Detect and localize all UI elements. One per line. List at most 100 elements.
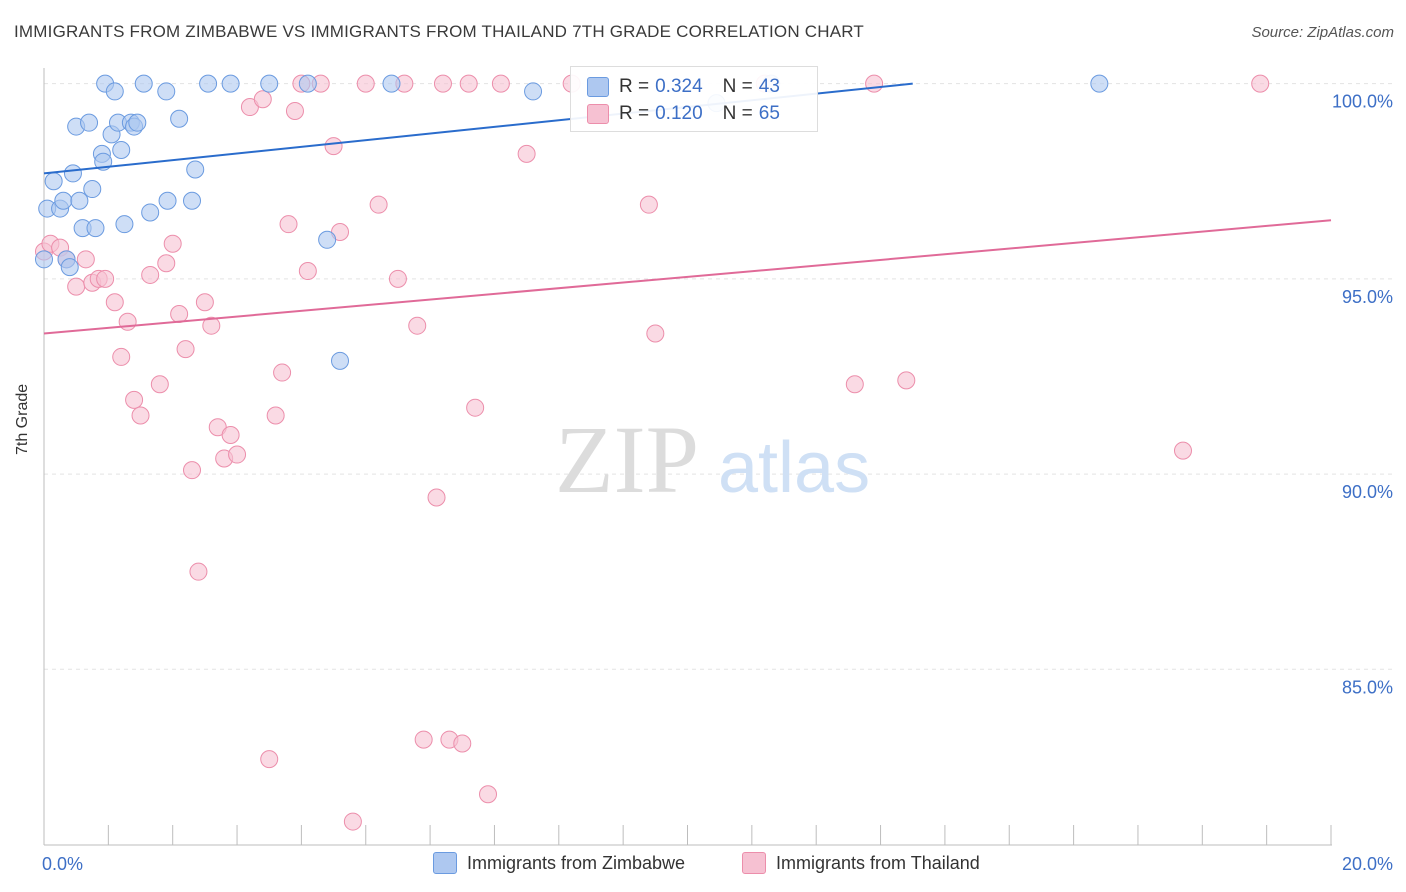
bottom-legend-thailand: Immigrants from Thailand: [742, 852, 980, 874]
y-tick-label: 100.0%: [1332, 92, 1393, 112]
thailand-point: [298, 262, 317, 281]
thailand-point: [1251, 74, 1270, 93]
thailand-point: [96, 269, 115, 288]
thailand-point: [112, 347, 131, 366]
legend-r-value-zimbabwe: 0.324: [655, 76, 703, 97]
zimbabwe-point: [157, 82, 176, 101]
thailand-point: [408, 316, 427, 335]
zimbabwe-point: [54, 191, 73, 210]
thailand-point: [221, 426, 240, 445]
y-tick-label: 90.0%: [1342, 482, 1393, 502]
thailand-point: [865, 74, 884, 93]
zimbabwe-point: [260, 74, 279, 93]
zimbabwe-point: [112, 140, 131, 159]
zimbabwe-point: [83, 180, 102, 199]
bottom-legend-swatch-blue: [433, 852, 457, 874]
thailand-point: [170, 304, 189, 323]
watermark: ZIP atlas: [555, 406, 870, 513]
bottom-legend-swatch-pink: [742, 852, 766, 874]
thailand-point: [388, 269, 407, 288]
legend-swatch-blue: [587, 77, 609, 97]
zimbabwe-point: [63, 164, 82, 183]
thailand-point: [639, 195, 658, 214]
bottom-legend-zimbabwe: Immigrants from Zimbabwe: [433, 852, 685, 874]
thailand-point: [118, 312, 137, 331]
thailand-point: [356, 74, 375, 93]
zimbabwe-point: [318, 230, 337, 249]
zimbabwe-point: [183, 191, 202, 210]
thailand-point: [459, 74, 478, 93]
thailand-point: [157, 254, 176, 273]
thailand-point: [466, 398, 485, 417]
zimbabwe-point: [80, 113, 99, 132]
series-zimbabwe-points: [35, 74, 1109, 370]
zimbabwe-point: [128, 113, 147, 132]
thailand-point: [260, 750, 279, 769]
zimbabwe-point: [524, 82, 543, 101]
thailand-point: [453, 734, 472, 753]
x-ticks: [107, 825, 1332, 845]
legend-n-label: N =: [722, 103, 753, 124]
watermark-zip: ZIP: [555, 406, 699, 513]
thailand-point: [228, 445, 247, 464]
thailand-point: [479, 785, 498, 804]
x-max-label: 20.0%: [1342, 854, 1393, 874]
chart-title: IMMIGRANTS FROM ZIMBABWE VS IMMIGRANTS F…: [14, 22, 864, 41]
legend-r-label: R =: [619, 76, 650, 97]
thailand-trend-line: [43, 219, 1332, 335]
thailand-point: [343, 812, 362, 831]
zimbabwe-point: [298, 74, 317, 93]
y-axis-label: 7th Grade: [14, 383, 31, 455]
zimbabwe-point: [115, 215, 134, 234]
thailand-point: [76, 250, 95, 269]
zimbabwe-point: [60, 258, 79, 277]
thailand-point: [176, 340, 195, 359]
thailand-point: [273, 363, 292, 382]
legend-row-zimbabwe: R = 0.324 N = 43: [587, 75, 780, 99]
legend-n-value-zimbabwe: 43: [758, 76, 780, 97]
legend-r-label: R =: [619, 103, 650, 124]
zimbabwe-point: [199, 74, 218, 93]
watermark-atlas: atlas: [718, 428, 870, 508]
zimbabwe-point: [35, 250, 53, 269]
thailand-point: [183, 461, 202, 480]
bottom-legend-label-thailand: Immigrants from Thailand: [776, 852, 980, 873]
zimbabwe-point: [158, 191, 177, 210]
thailand-point: [324, 137, 343, 156]
thailand-point: [67, 277, 86, 296]
zimbabwe-point: [221, 74, 240, 93]
thailand-point: [427, 488, 446, 507]
bottom-legend-label-zimbabwe: Immigrants from Zimbabwe: [467, 852, 686, 873]
zimbabwe-point: [86, 219, 105, 238]
x-min-label: 0.0%: [42, 854, 83, 874]
thailand-point: [266, 406, 285, 425]
y-tick-label: 95.0%: [1342, 287, 1393, 307]
thailand-point: [433, 74, 452, 93]
thailand-point: [163, 234, 182, 253]
zimbabwe-point: [141, 203, 160, 222]
thailand-point: [195, 293, 214, 312]
thailand-point: [897, 371, 916, 390]
thailand-point: [105, 293, 124, 312]
thailand-point: [517, 144, 536, 163]
thailand-point: [202, 316, 221, 335]
thailand-point: [131, 406, 150, 425]
thailand-point: [414, 730, 433, 749]
thailand-point: [125, 390, 144, 409]
zimbabwe-point: [134, 74, 153, 93]
thailand-point: [285, 101, 304, 120]
zimbabwe-point: [44, 172, 63, 191]
y-tick-label: 85.0%: [1342, 677, 1393, 697]
zimbabwe-point: [105, 82, 124, 101]
source-label: Source: ZipAtlas.com: [1251, 24, 1394, 41]
thailand-point: [189, 562, 208, 581]
zimbabwe-point: [382, 74, 401, 93]
zimbabwe-point: [186, 160, 205, 179]
legend-swatch-pink: [587, 104, 609, 124]
zimbabwe-point: [331, 351, 350, 370]
y-tick-labels: 100.0% 95.0% 90.0% 85.0%: [1332, 92, 1393, 698]
thailand-point: [491, 74, 510, 93]
legend-n-label: N =: [722, 76, 753, 97]
thailand-point: [369, 195, 388, 214]
